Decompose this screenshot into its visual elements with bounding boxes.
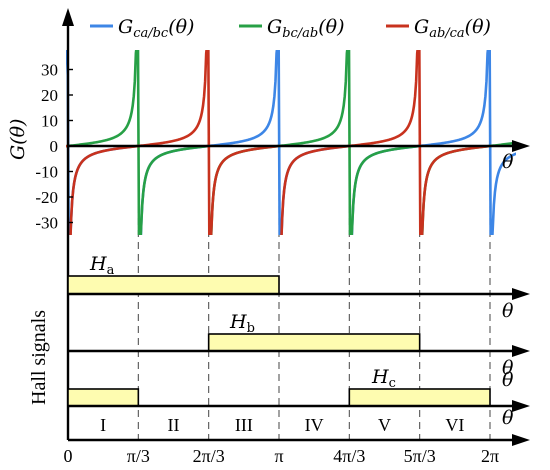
hall-a-high-rect	[67, 275, 280, 295]
hall-c-high-rect-2	[348, 388, 491, 407]
legend: Gca/bc(θ) Gbc/ab(θ) Gab/ca(θ)	[90, 16, 491, 41]
y-axis-arrowhead	[62, 8, 74, 26]
hall-b-axis-arrowhead	[512, 345, 530, 357]
sector-label: II	[167, 415, 179, 435]
hall-c-axis-label: θ	[502, 369, 514, 391]
y-tick-label: -30	[35, 214, 58, 233]
top-x-axis-arrowhead	[512, 140, 530, 152]
y-tick-label: 30	[41, 61, 58, 80]
y-ticks: 30 20 10 0 -10 -20 -30	[35, 61, 73, 233]
sector-axis-arrowhead	[512, 434, 530, 446]
top-axes: θ G(θ)	[7, 8, 530, 440]
x-tick-label: 0	[64, 446, 73, 466]
y-tick-label: -10	[35, 163, 58, 182]
sector-label: IV	[305, 415, 324, 435]
sector-label: III	[235, 415, 253, 435]
x-tick-label: π/3	[127, 446, 150, 466]
hall-c-high-rect-1	[67, 388, 140, 407]
curves-group	[66, 50, 516, 235]
x-tick-label: 5π/3	[404, 446, 436, 466]
y-tick-label: 10	[41, 112, 58, 131]
series-line-ab_ca	[69, 50, 279, 235]
hall-a-axis-arrowhead	[512, 288, 530, 300]
sector-label: I	[100, 415, 106, 435]
y-tick-label: -20	[35, 188, 58, 207]
series-line-ab_ca	[280, 50, 490, 235]
hall-c-axis-arrowhead	[512, 400, 530, 412]
legend-label-ca-bc: Gca/bc(θ)	[118, 16, 194, 41]
y-axis-label: G(θ)	[7, 119, 29, 160]
y-tick-label: 0	[50, 137, 59, 156]
sector-axis-label: θ	[502, 407, 514, 429]
x-tick-label: 2π/3	[193, 446, 225, 466]
y-tick-label: 20	[41, 86, 58, 105]
top-x-axis-label: θ	[502, 151, 514, 173]
hall-c-label: Hc	[371, 366, 396, 391]
hall-b-label: Hb	[229, 311, 255, 336]
x-tick-label: π	[274, 446, 283, 466]
hall-b-axis-label: θ	[502, 357, 514, 379]
legend-label-bc-ab: Gbc/ab(θ)	[267, 16, 345, 41]
x-tick-label: 2π	[481, 446, 499, 466]
hall-b-high-rect	[207, 333, 421, 352]
hall-axis-label: Hall signals	[28, 310, 50, 405]
sector-labels: I II III IV V VI	[100, 415, 464, 435]
legend-label-ab-ca: Gab/ca(θ)	[414, 16, 491, 41]
series-line-bc_ab	[66, 50, 208, 235]
hall-signals: Hall signals Ha θ Hb θ Hc θ θ	[28, 253, 530, 446]
x-tick-label: 4π/3	[333, 446, 365, 466]
sector-guides	[137, 62, 491, 440]
hall-a-label: Ha	[89, 253, 115, 278]
hall-a-axis-label: θ	[502, 300, 514, 322]
x-tick-labels: 0 π/3 2π/3 π 4π/3 5π/3 2π	[64, 446, 500, 466]
sector-label: VI	[445, 415, 464, 435]
sector-label: V	[378, 415, 391, 435]
